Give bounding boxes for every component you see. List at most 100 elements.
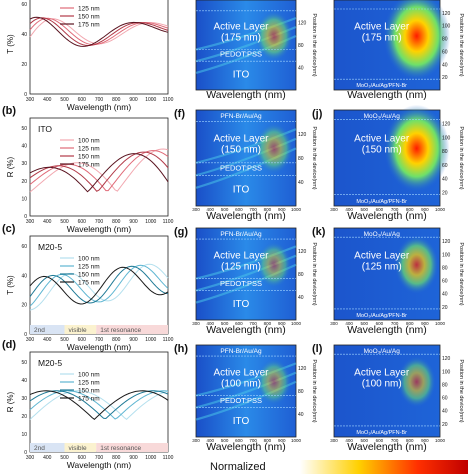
spectrum-curve xyxy=(29,263,169,311)
position-tick-label: 100 xyxy=(442,369,451,375)
panel-frame xyxy=(29,0,169,95)
position-tick-label: 60 xyxy=(442,163,448,169)
field-map: PFN-Br/Au/Ag Active Layer(150 nm) PEDOT:PS… xyxy=(174,108,317,222)
x-tick-label: 900 xyxy=(278,438,286,443)
x-tick-label: 400 xyxy=(207,438,215,443)
panel-frame xyxy=(29,117,169,217)
x-tick-label: 500 xyxy=(221,321,229,326)
x-tick-label: 900 xyxy=(421,321,429,326)
active-layer-thickness: (125 nm) xyxy=(362,261,402,272)
spectrum-curve xyxy=(29,390,169,420)
field-map: PFN-Br/Au/Ag Active Layer(125 nm) PEDOT:PS… xyxy=(174,226,317,336)
field-map: Active Layer(175 nm) MoO₃/Au/Ag/PFN-BrWav… xyxy=(333,0,464,101)
position-tick-label: 120 xyxy=(442,239,451,245)
x-tick-label: 700 xyxy=(391,438,399,443)
x-tick-label: 300 xyxy=(330,438,338,443)
spectra-column: 300 400 500 600 700 800 900 1000 1100Wavelength … xyxy=(2,0,174,470)
legend-label: 150 nm xyxy=(78,388,100,395)
x-tick-label: 300 xyxy=(330,207,338,212)
x-tick-label: 700 xyxy=(391,207,399,212)
x-axis-label: Wavelength (nm) xyxy=(67,342,132,352)
ito-label: ITO xyxy=(233,416,250,427)
x-tick-label: 800 xyxy=(112,97,121,103)
band-shade xyxy=(96,443,168,452)
active-layer-thickness: (175 nm) xyxy=(221,33,261,44)
x-tick-label: 700 xyxy=(391,321,399,326)
position-tick-label: 100 xyxy=(442,135,451,141)
position-tick-label: 40 xyxy=(442,292,448,298)
y-axis-label: R (%) xyxy=(6,156,15,177)
position-tick-label: 80 xyxy=(298,272,304,278)
position-tick-label: 40 xyxy=(442,177,448,183)
x-tick-label: 400 xyxy=(43,97,52,103)
top-electrode-label: PFN-Br/Au/Ag xyxy=(220,113,262,120)
y-tick-label: 40 xyxy=(21,378,27,384)
active-layer-label: Active Layer xyxy=(213,250,269,261)
legend-label: 125 nm xyxy=(78,6,100,13)
band-label: visible xyxy=(69,327,87,334)
x-tick-label: 1000 xyxy=(435,438,446,443)
y-tick-label: 0 xyxy=(24,92,27,98)
spectrum-curve xyxy=(29,153,169,193)
legend-label: 175 nm xyxy=(78,396,100,403)
x-axis-label: Wavelength (nm) xyxy=(206,210,286,222)
x-tick-label: 800 xyxy=(112,455,121,461)
y-tick-label: 60 xyxy=(21,244,27,250)
bottom-stack-label: MoO₃/Au/Ag/PFN-Br xyxy=(356,199,407,205)
x-axis-label: Wavelength (nm) xyxy=(347,89,427,101)
top-electrode-label: MoO₃/Au/Ag xyxy=(364,231,401,238)
band-shade xyxy=(96,325,168,334)
band-label: 1st resonance xyxy=(100,445,141,452)
x-axis-label: Wavelength (nm) xyxy=(67,460,132,470)
panel-letter: (l) xyxy=(312,343,323,355)
panel-letter: (b) xyxy=(2,105,16,117)
position-tick-label: 120 xyxy=(442,122,451,128)
x-tick-label: 1000 xyxy=(291,438,302,443)
x-tick-label: 300 xyxy=(192,438,200,443)
legend-label: 100 nm xyxy=(78,138,100,145)
active-layer-label: Active Layer xyxy=(213,134,269,145)
field-map: MoO₃/Au/Ag Active Layer(125 nm) MoO₃/Au/Ag… xyxy=(312,226,464,336)
x-tick-label: 700 xyxy=(95,455,104,461)
spectrum-curve xyxy=(29,17,169,46)
x-tick-label: 400 xyxy=(43,337,52,343)
y-tick-label: 60 xyxy=(21,2,27,8)
panel-letter: (h) xyxy=(174,343,188,355)
legend-label: 125 nm xyxy=(78,146,100,153)
x-axis-label: Wavelength (nm) xyxy=(206,441,286,453)
sample-label: M20-5 xyxy=(38,242,62,252)
band-shade xyxy=(64,325,97,334)
position-tick-label: 60 xyxy=(442,49,448,55)
active-layer-label: Active Layer xyxy=(213,22,269,33)
field-hotspot xyxy=(256,241,292,288)
legend-label: 100 nm xyxy=(78,256,100,263)
x-tick-label: 400 xyxy=(207,321,215,326)
position-tick-label: 80 xyxy=(298,43,304,49)
x-tick-label: 600 xyxy=(235,207,243,212)
position-tick-label: 120 xyxy=(442,356,451,362)
position-tick-label: 80 xyxy=(442,382,448,388)
y-tick-label: 50 xyxy=(21,126,27,132)
position-axis-label: Position in the device(nm) xyxy=(311,13,317,76)
y-tick-label: 0 xyxy=(24,332,27,338)
x-tick-label: 700 xyxy=(95,219,104,225)
band-shade xyxy=(30,443,65,452)
band-shade xyxy=(64,443,97,452)
x-tick-label: 1000 xyxy=(435,207,446,212)
band-shade xyxy=(30,325,65,334)
x-tick-label: 300 xyxy=(192,207,200,212)
ito-label: ITO xyxy=(233,69,250,80)
x-axis-label: Wavelength (nm) xyxy=(206,324,286,336)
active-layer-label: Active Layer xyxy=(354,134,410,145)
position-tick-label: 100 xyxy=(442,252,451,258)
x-tick-label: 1000 xyxy=(291,321,302,326)
active-layer-thickness: (150 nm) xyxy=(221,145,261,156)
colorbar: Normalized xyxy=(210,460,468,474)
x-tick-label: 900 xyxy=(129,97,138,103)
x-tick-label: 400 xyxy=(345,321,353,326)
x-axis-label: Wavelength (nm) xyxy=(347,324,427,336)
position-tick-label: 40 xyxy=(298,295,304,301)
active-layer-thickness: (175 nm) xyxy=(362,33,402,44)
